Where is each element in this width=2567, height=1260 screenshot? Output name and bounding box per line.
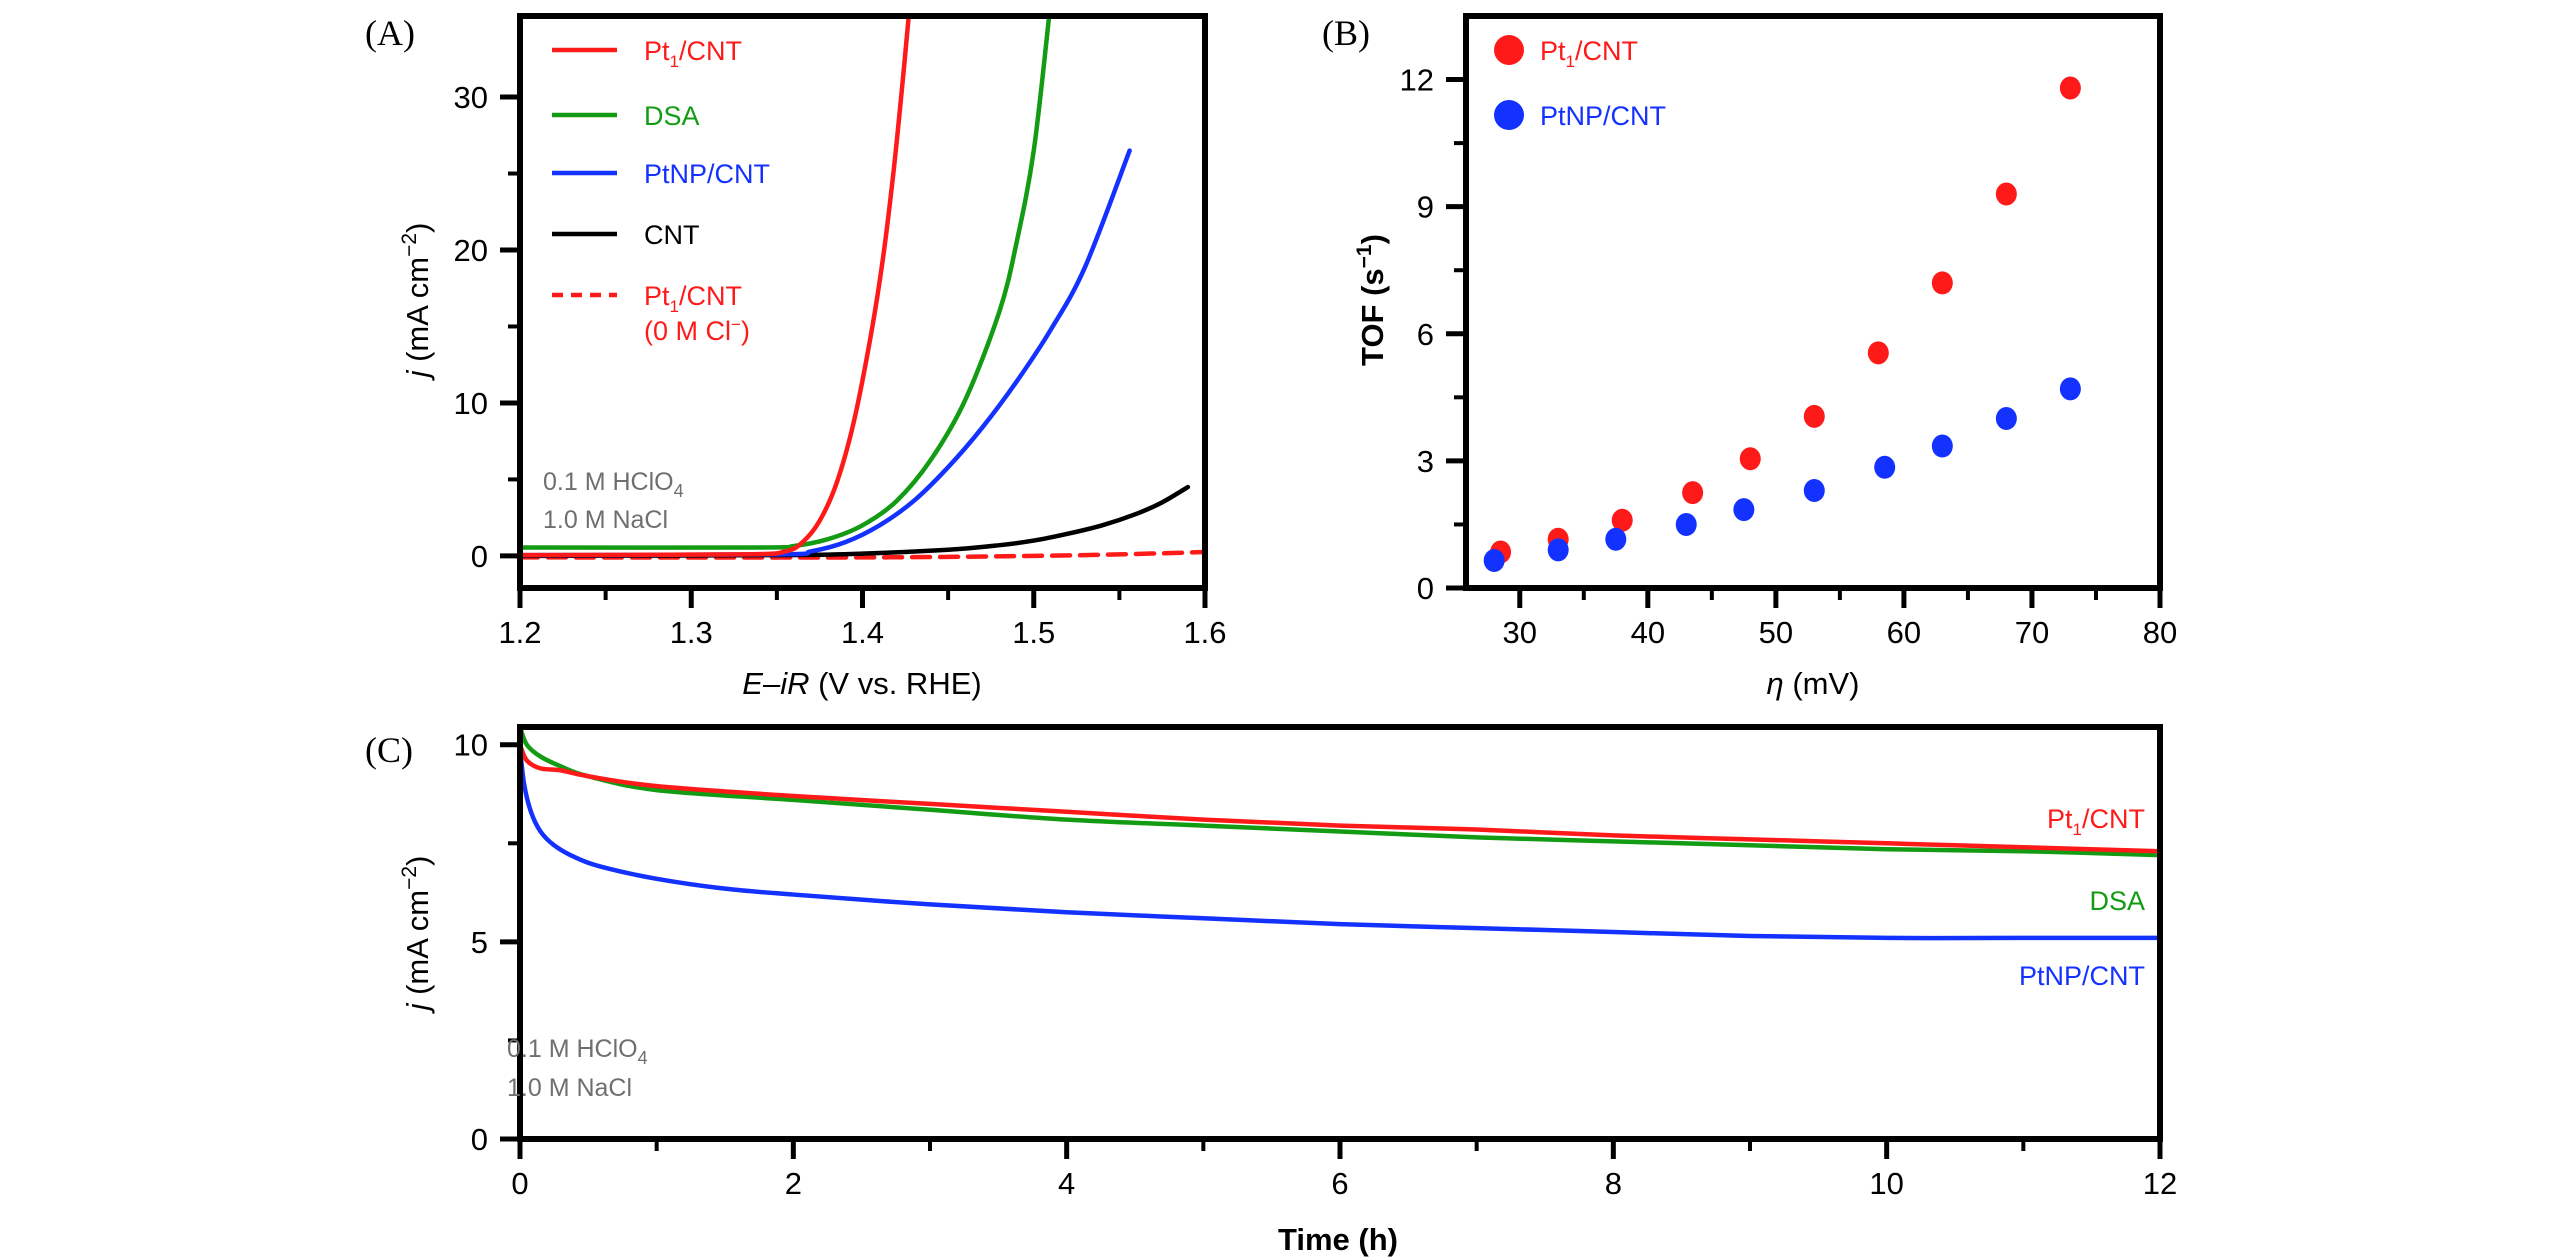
panel-a-series-pt1-cnt: [520, 16, 911, 558]
panel-a-xtick-label: 1.2: [498, 615, 541, 650]
panel-b-xtick-label: 50: [1759, 615, 1793, 650]
panel-b: (B) 30 40 50 60 70 80 0 3 6 9 12 Pt1/CNT PtNP/CNT η…: [1322, 13, 2177, 701]
panel-c-series-ptnp-cnt: [520, 748, 2160, 941]
panel-c-xlabel: Time (h): [1278, 1222, 1398, 1257]
panel-c-ytick-label: 10: [454, 728, 488, 763]
panel-c-frame: [517, 724, 2163, 1142]
panel-c-xtick-label: 8: [1605, 1166, 1622, 1201]
panel-b-point-pt1-cnt: [1867, 341, 1889, 365]
panel-b-legend-label: PtNP/CNT: [1540, 101, 1666, 131]
panel-c-ticks: 0 2 4 6 8 10 12 0 5 10: [454, 728, 2178, 1201]
panel-c-series-label: PtNP/CNT: [2019, 961, 2145, 991]
panel-b-point-ptnp-cnt: [1995, 407, 2017, 431]
panel-c-series-label: Pt1/CNT: [2047, 804, 2145, 839]
panel-a-note-line2: 1.0 M NaCl: [543, 506, 668, 534]
panel-label-a: (A): [365, 13, 415, 53]
panel-b-point-pt1-cnt: [1803, 404, 1825, 428]
panel-b-ytick-label: 6: [1417, 317, 1434, 352]
panel-b-point-ptnp-cnt: [1874, 455, 1896, 479]
panel-a-xtick-label: 1.6: [1183, 615, 1226, 650]
panel-b-point-ptnp-cnt: [2059, 377, 2081, 401]
panel-a-series-dsa: [520, 16, 1052, 550]
panel-a-curves: [520, 16, 1205, 560]
panel-a-ytick-label: 0: [471, 539, 488, 574]
panel-b-xlabel: η (mV): [1767, 666, 1860, 701]
panel-a-ytick-label: 10: [454, 386, 488, 421]
panel-a-legend-label: DSA: [644, 101, 700, 131]
panel-b-xtick-label: 30: [1503, 615, 1537, 650]
panel-b-legend-label: Pt1/CNT: [1540, 36, 1638, 71]
panel-a-legend-label: Pt1/CNT: [644, 36, 742, 71]
panel-b-point-pt1-cnt: [1611, 508, 1633, 532]
panel-a-legend-label: CNT: [644, 220, 700, 250]
panel-c-ytick-label: 5: [471, 925, 488, 960]
panel-b-xtick-label: 60: [1887, 615, 1921, 650]
panel-b-point-ptnp-cnt: [1605, 527, 1627, 551]
panel-c-note-line1: 0.1 M HClO4: [507, 1035, 648, 1068]
panel-b-ticks: 30 40 50 60 70 80 0 3 6 9 12: [1400, 63, 2178, 650]
panel-b-point-ptnp-cnt: [1931, 434, 1953, 458]
panel-a-xtick-label: 1.3: [670, 615, 713, 650]
panel-b-xtick-label: 80: [2143, 615, 2177, 650]
panel-b-ytick-label: 0: [1417, 571, 1434, 606]
panel-label-b: (B): [1322, 13, 1370, 53]
panel-b-ytick-label: 9: [1417, 190, 1434, 225]
panel-c-series-label: DSA: [2089, 886, 2145, 916]
panel-c-ylabel: j (mA cm−2): [398, 856, 435, 1015]
panel-b-point-ptnp-cnt: [1675, 512, 1697, 536]
panel-b-point-pt1-cnt: [1739, 447, 1761, 471]
panel-c-curves: [520, 727, 2160, 941]
panel-c-xtick-label: 4: [1058, 1166, 1075, 1201]
panel-c-note-line2: 1.0 M NaCl: [507, 1074, 632, 1102]
panel-b-legend-marker: [1494, 35, 1524, 65]
panel-a-ylabel: j (mA cm−2): [398, 223, 435, 382]
panel-b-frame: [1463, 13, 2163, 591]
panel-c-series-dsa: [520, 727, 2160, 858]
panel-c-series-labels: Pt1/CNT DSA PtNP/CNT: [2019, 804, 2145, 991]
panel-c-ytick-label: 0: [471, 1122, 488, 1157]
panel-a-xtick-label: 1.4: [841, 615, 884, 650]
panel-a-ytick-label: 20: [454, 233, 488, 268]
panel-b-point-ptnp-cnt: [1733, 498, 1755, 522]
panel-b-point-pt1-cnt: [1931, 271, 1953, 295]
panel-a-frame: [517, 13, 1208, 591]
panel-c-xtick-label: 10: [1869, 1166, 1903, 1201]
panel-c: (C) 0 2 4 6 8 10 12 0 5 10 Pt1/CNT DSA PtNP/CNT 0.1…: [365, 724, 2178, 1257]
panel-a-ticks: 1.2 1.3 1.4 1.5 1.6 0 10 20 30: [454, 80, 1227, 650]
panel-b-legend: Pt1/CNT PtNP/CNT: [1494, 35, 1666, 131]
panel-a-legend-label: PtNP/CNT: [644, 159, 770, 189]
panel-b-point-ptnp-cnt: [1803, 479, 1825, 503]
panel-c-xtick-label: 12: [2143, 1166, 2177, 1201]
panel-c-xtick-label: 6: [1331, 1166, 1348, 1201]
panel-a-xtick-label: 1.5: [1012, 615, 1055, 650]
panel-c-series-pt1-cnt: [520, 743, 2160, 854]
panel-b-ytick-label: 3: [1417, 444, 1434, 479]
panel-a-legend-label-line2: (0 M Cl−): [644, 315, 750, 346]
panel-b-ylabel: TOF (s−1): [1353, 234, 1390, 366]
panel-b-point-ptnp-cnt: [1547, 538, 1569, 562]
panel-label-c: (C): [365, 730, 413, 770]
panel-a-ytick-label: 30: [454, 80, 488, 115]
panel-b-point-pt1-cnt: [1682, 481, 1704, 505]
panel-a-series-ptnp-cnt: [520, 148, 1132, 558]
panel-a-note-line1: 0.1 M HClO4: [543, 468, 684, 501]
panel-a-legend-label: Pt1/CNT: [644, 281, 742, 316]
panel-a: (A) 1.2 1.3 1.4 1.5 1.6 0 10 20 30 Pt1/CNT DSA PtN…: [365, 13, 1227, 701]
panel-b-point-pt1-cnt: [2059, 76, 2081, 100]
panel-b-points: [1483, 76, 2081, 572]
panel-a-xlabel: E–iR (V vs. RHE): [742, 666, 981, 701]
panel-b-xtick-label: 40: [1631, 615, 1665, 650]
panel-b-point-pt1-cnt: [1995, 182, 2017, 206]
panel-c-xtick-label: 2: [785, 1166, 802, 1201]
panel-b-ytick-label: 12: [1400, 63, 1434, 98]
panel-b-legend-marker: [1494, 100, 1524, 130]
panel-c-xtick-label: 0: [511, 1166, 528, 1201]
panel-b-xtick-label: 70: [2015, 615, 2049, 650]
panel-b-point-ptnp-cnt: [1483, 548, 1505, 572]
